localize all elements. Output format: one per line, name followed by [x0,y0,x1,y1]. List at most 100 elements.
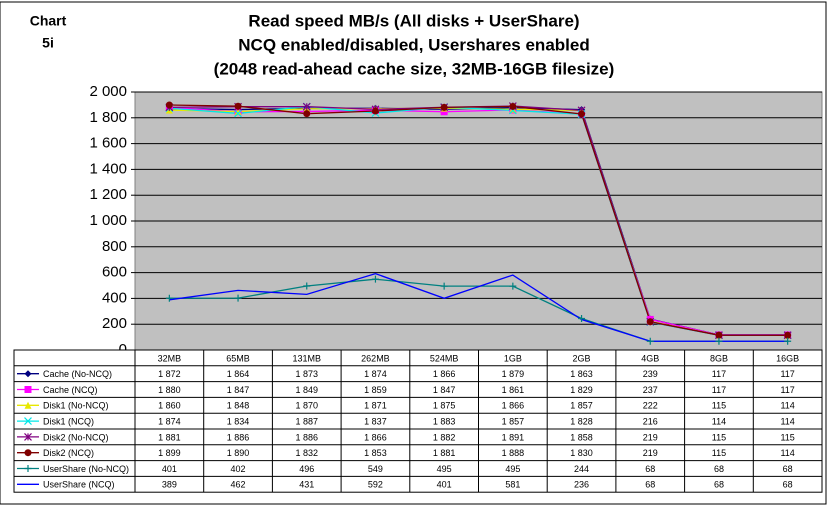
table-value: 1 857 [502,416,525,426]
table-value: 1 872 [158,369,181,379]
legend-marker [24,432,32,441]
table-value: 1 891 [502,432,525,442]
y-tick-label: 400 [102,289,127,306]
table-value: 1 874 [158,416,181,426]
legend-marker [24,449,32,457]
x-tick-label: 65MB [226,353,250,363]
table-value: 68 [714,464,724,474]
y-tick-label: 200 [102,315,127,332]
marker [165,101,173,109]
table-value: 1 883 [433,416,456,426]
legend-marker [24,386,32,393]
marker [578,110,586,118]
marker [715,337,723,345]
table-value: 1 863 [570,369,593,379]
table-value: 216 [643,416,658,426]
table-value: 496 [299,464,314,474]
table-value: 1 899 [158,448,181,458]
marker [784,331,792,339]
x-tick-label: 262MB [361,353,390,363]
table-value: 495 [505,464,520,474]
table-value: 1 857 [570,401,593,411]
table-value: 462 [231,480,246,490]
table-value: 114 [712,416,726,426]
table-value: 1 873 [295,369,318,379]
legend-marker [24,401,32,409]
y-tick-label: 2 000 [89,83,127,100]
y-tick-label: 1 600 [89,135,127,152]
table-value: 1 881 [158,432,181,442]
legend-label: Disk2 (NCQ) [43,448,94,458]
legend-label: Cache (No-NCQ) [43,369,112,379]
marker [165,294,173,302]
marker [509,282,517,290]
table-value: 1 848 [227,401,250,411]
legend-marker [24,465,32,472]
table-value: 431 [299,480,314,490]
y-tick-label: 1 400 [89,160,127,177]
marker [234,294,242,302]
table-value: 1 870 [295,401,318,411]
marker [303,282,311,290]
table-value: 1 849 [295,385,318,395]
table-value: 237 [643,385,658,395]
table-value: 549 [368,464,383,474]
table-value: 401 [437,480,452,490]
chart-label: Chart [30,13,67,29]
table-value: 1 871 [364,401,387,411]
table-value: 401 [162,464,177,474]
table-value: 117 [712,385,726,395]
series-line [169,106,788,336]
marker [234,108,242,116]
table-value: 219 [643,432,658,442]
y-tick-label: 800 [102,238,127,255]
table-value: 1 832 [295,448,318,458]
table-value: 1 866 [502,401,525,411]
table-value: 1 864 [227,369,250,379]
table-value: 1 881 [433,448,456,458]
table-value: 1 879 [502,369,525,379]
y-tick-label: 600 [102,264,127,281]
marker [440,282,448,290]
table-value: 1 866 [433,369,456,379]
y-tick-label: 0 [119,341,127,358]
table-value: 1 880 [158,385,181,395]
table-value: 115 [712,401,726,411]
marker [646,337,654,345]
table-value: 1 830 [570,448,593,458]
table-value: 68 [783,464,793,474]
marker [371,107,379,115]
table-value: 115 [712,432,726,442]
chart-title: (2048 read-ahead cache size, 32MB-16GB f… [214,59,615,78]
x-tick-label: 8GB [710,353,728,363]
marker [303,110,311,118]
x-tick-label: 4GB [641,353,659,363]
table-value: 1 887 [295,416,318,426]
table-value: 1 886 [295,432,318,442]
table-value: 402 [231,464,246,474]
table-value: 117 [712,369,726,379]
x-tick-label: 524MB [430,353,459,363]
series-line [169,104,788,336]
marker [578,315,586,323]
y-tick-label: 1 800 [89,109,127,126]
marker [440,103,448,111]
table-value: 1 861 [502,385,525,395]
table-value: 68 [645,480,655,490]
legend-label: Cache (NCQ) [43,385,98,395]
marker [234,109,242,118]
table-value: 114 [780,401,794,411]
table-value: 1 886 [227,432,250,442]
legend-label: UserShare (NCQ) [43,480,115,490]
marker [371,275,379,283]
table-value: 115 [780,432,794,442]
marker [234,102,242,110]
y-tick-label: 1 000 [89,212,127,229]
chart-title: Read speed MB/s (All disks + UserShare) [248,11,579,30]
table-value: 115 [712,448,726,458]
series-line [169,272,788,342]
table-value: 68 [714,480,724,490]
table-value: 1 847 [227,385,250,395]
table-value: 1 858 [570,432,593,442]
